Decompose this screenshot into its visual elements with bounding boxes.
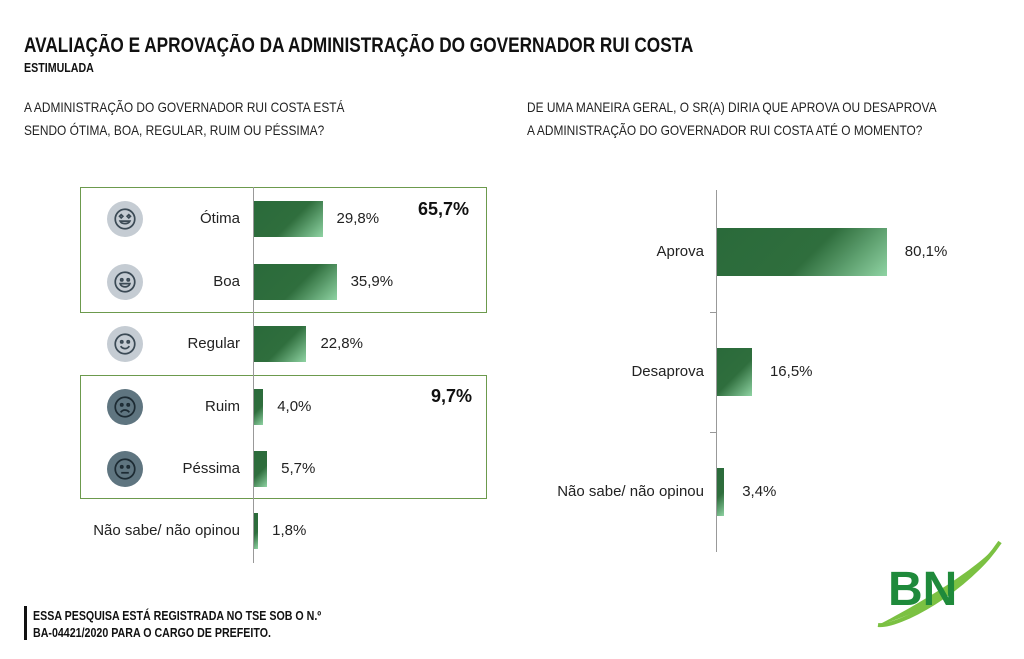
category-label: Ótima xyxy=(199,210,240,227)
grinning-face-icon xyxy=(107,264,143,300)
left-question-line: A ADMINISTRAÇÃO DO GOVERNADOR RUI COSTA … xyxy=(24,99,345,115)
category-label: Boa xyxy=(213,273,240,290)
value-label: 16,5% xyxy=(769,363,813,380)
bar xyxy=(717,228,887,276)
value-label: 29,8% xyxy=(336,210,380,227)
right-question: DE UMA MANEIRA GERAL, O SR(A) DIRIA QUE … xyxy=(527,96,937,142)
category-label: Não sabe/ não opinou xyxy=(93,522,240,539)
category-label: Aprova xyxy=(656,243,704,260)
category-label: Ruim xyxy=(204,398,240,415)
page-subtitle: ESTIMULADA xyxy=(24,60,94,75)
value-label: 5,7% xyxy=(281,460,316,477)
right-axis xyxy=(716,190,717,552)
bar xyxy=(254,389,264,425)
category-label: Péssima xyxy=(182,460,240,477)
frowning-face-icon xyxy=(107,389,143,425)
bar xyxy=(254,326,307,362)
value-label: 35,9% xyxy=(350,273,394,290)
category-label: Regular xyxy=(187,335,240,352)
smiling-face-icon xyxy=(107,326,143,362)
negative-total: 9,7% xyxy=(431,386,473,406)
logo-text: BN xyxy=(888,563,957,616)
value-label: 22,8% xyxy=(320,335,363,352)
axis-tick xyxy=(710,432,717,433)
axis-tick xyxy=(710,312,717,313)
value-label: 4,0% xyxy=(277,398,312,415)
page-title: AVALIAÇÃO E APROVAÇÃO DA ADMINISTRAÇÃO D… xyxy=(24,34,694,57)
bar xyxy=(254,264,337,300)
right-question-line: DE UMA MANEIRA GERAL, O SR(A) DIRIA QUE … xyxy=(527,99,937,115)
footer-line: BA-04421/2020 PARA O CARGO DE PREFEITO. xyxy=(33,625,271,640)
value-label: 1,8% xyxy=(272,522,307,539)
bar xyxy=(254,451,268,487)
value-label: 80,1% xyxy=(904,243,948,260)
bar xyxy=(717,468,725,516)
neutral-face-icon xyxy=(107,451,143,487)
bar xyxy=(254,513,259,549)
left-question-line: SENDO ÓTIMA, BOA, REGULAR, RUIM OU PÉSSI… xyxy=(24,122,325,138)
category-label: Não sabe/ não opinou xyxy=(557,483,704,500)
footer-line: ESSA PESQUISA ESTÁ REGISTRADA NO TSE SOB… xyxy=(33,608,322,623)
bn-logo: BN xyxy=(877,540,1002,628)
right-question-line: A ADMINISTRAÇÃO DO GOVERNADOR RUI COSTA … xyxy=(527,122,923,138)
left-axis xyxy=(253,187,254,563)
positive-group-box xyxy=(80,187,487,313)
negative-group-box xyxy=(80,375,487,499)
positive-total: 65,7% xyxy=(418,199,470,219)
value-label: 3,4% xyxy=(742,483,777,500)
footer-note: ESSA PESQUISA ESTÁ REGISTRADA NO TSE SOB… xyxy=(33,607,321,641)
heart-eyes-face-icon xyxy=(107,201,143,237)
bar xyxy=(254,201,323,237)
footer-rule xyxy=(24,606,27,640)
bar xyxy=(717,348,752,396)
category-label: Desaprova xyxy=(631,363,704,380)
left-question: A ADMINISTRAÇÃO DO GOVERNADOR RUI COSTA … xyxy=(24,96,344,142)
